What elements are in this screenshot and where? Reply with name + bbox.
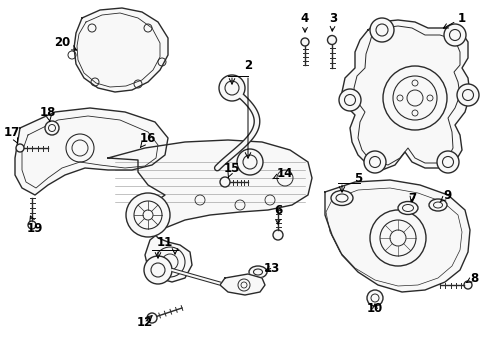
Ellipse shape: [331, 190, 353, 206]
Text: 14: 14: [273, 166, 293, 180]
Text: 19: 19: [27, 216, 43, 234]
Circle shape: [370, 210, 426, 266]
Polygon shape: [74, 8, 168, 92]
Text: 5: 5: [354, 171, 362, 185]
Polygon shape: [342, 20, 470, 170]
Circle shape: [464, 281, 472, 289]
Circle shape: [237, 149, 263, 175]
Circle shape: [437, 151, 459, 173]
Ellipse shape: [429, 199, 447, 211]
Ellipse shape: [249, 266, 267, 278]
Circle shape: [383, 66, 447, 130]
Circle shape: [219, 75, 245, 101]
Text: 10: 10: [367, 302, 383, 315]
Ellipse shape: [398, 202, 418, 215]
Text: 8: 8: [467, 271, 478, 284]
Circle shape: [364, 151, 386, 173]
Circle shape: [220, 177, 230, 187]
Polygon shape: [325, 180, 470, 292]
Text: 2: 2: [244, 59, 252, 72]
Circle shape: [370, 18, 394, 42]
Text: 6: 6: [274, 203, 282, 224]
Circle shape: [126, 193, 170, 237]
Circle shape: [147, 313, 157, 323]
Circle shape: [301, 38, 309, 46]
Circle shape: [327, 36, 337, 45]
Text: 20: 20: [54, 36, 76, 50]
Text: 12: 12: [137, 315, 153, 328]
Text: 16: 16: [140, 131, 156, 148]
Polygon shape: [108, 140, 312, 282]
Text: 4: 4: [301, 12, 309, 32]
Text: 11: 11: [157, 235, 173, 248]
Text: 13: 13: [264, 261, 280, 274]
Circle shape: [273, 230, 283, 240]
Polygon shape: [220, 274, 265, 295]
Text: 3: 3: [329, 12, 337, 31]
Text: 1: 1: [443, 12, 466, 28]
Circle shape: [144, 256, 172, 284]
Circle shape: [45, 121, 59, 135]
Circle shape: [339, 89, 361, 111]
Text: 7: 7: [408, 192, 416, 204]
Text: 9: 9: [440, 189, 452, 202]
Circle shape: [444, 24, 466, 46]
Circle shape: [28, 221, 36, 229]
Text: 17: 17: [4, 126, 20, 143]
Text: 18: 18: [40, 105, 56, 121]
Text: 15: 15: [224, 162, 240, 177]
Polygon shape: [15, 108, 168, 195]
Circle shape: [16, 144, 24, 152]
Circle shape: [457, 84, 479, 106]
Circle shape: [367, 290, 383, 306]
